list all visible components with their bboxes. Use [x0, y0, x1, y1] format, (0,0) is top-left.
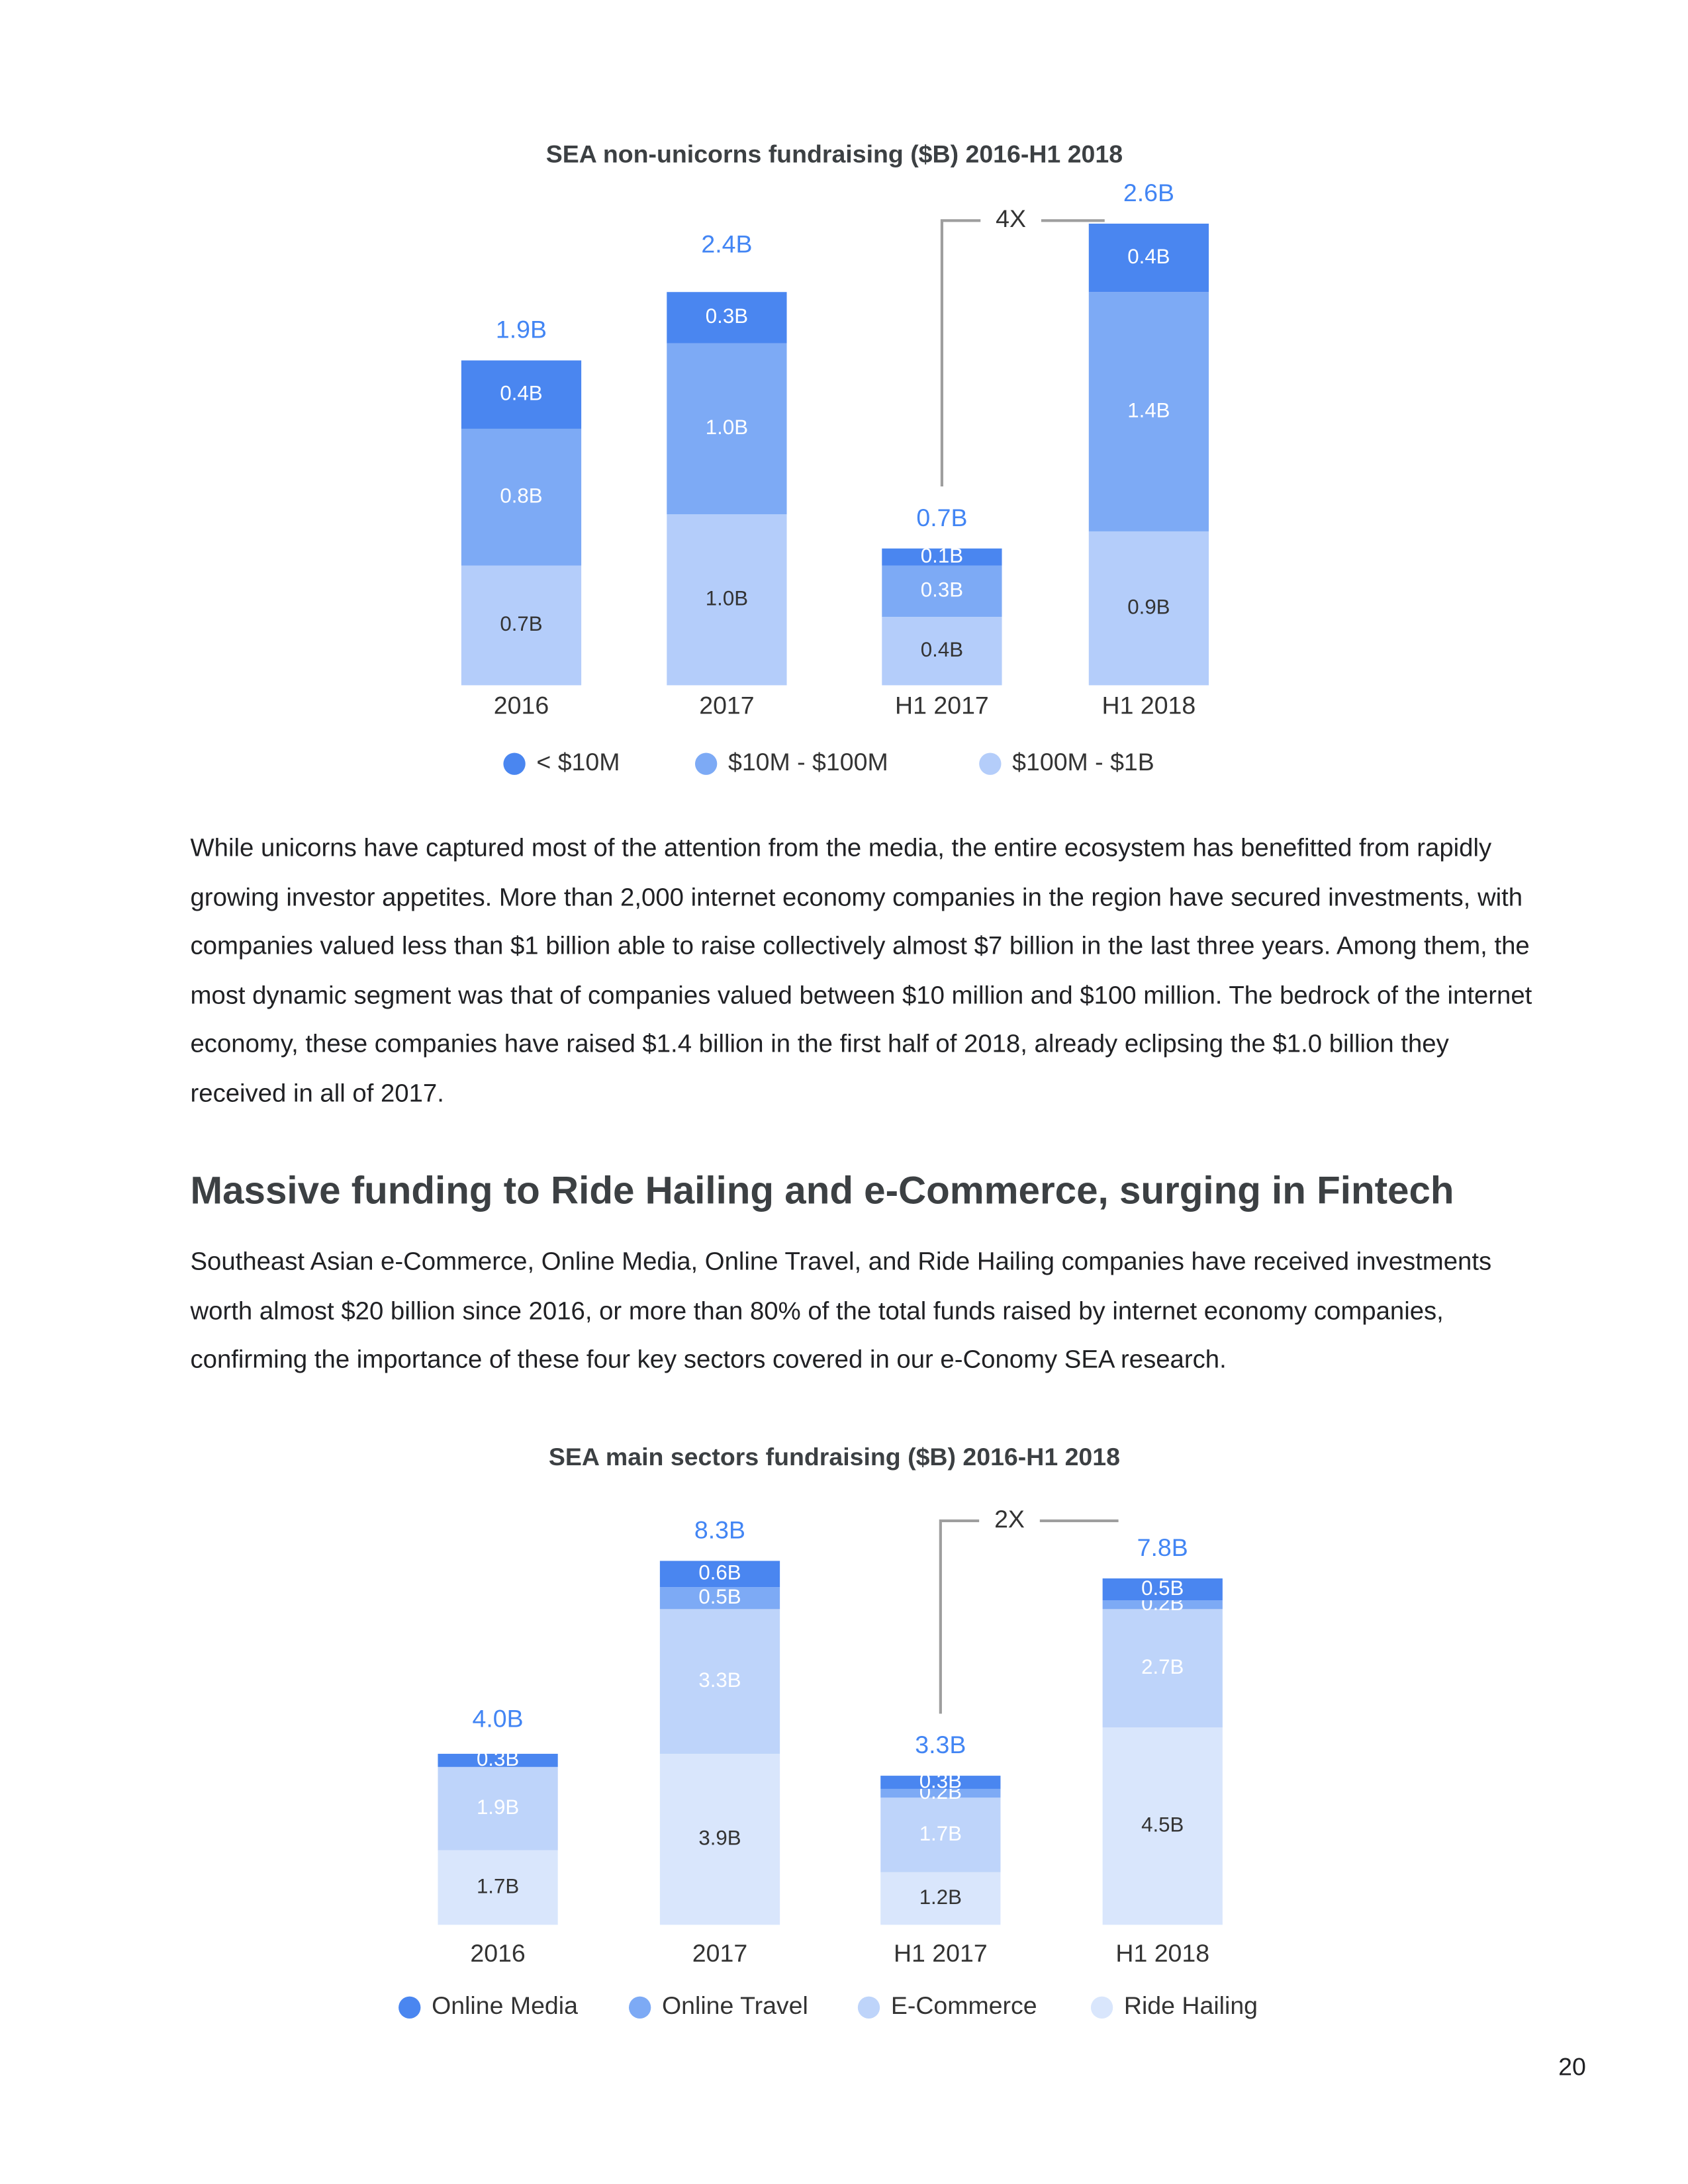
bar-segment — [438, 1766, 558, 1850]
paragraph: While unicorns have captured most of the… — [190, 833, 1532, 1107]
x-tick-label: 2017 — [699, 692, 754, 719]
value-label: 0.3B — [919, 1769, 962, 1792]
bar-segment — [659, 1753, 780, 1925]
legend-swatch — [979, 752, 1002, 775]
x-tick-label: 2016 — [470, 1939, 525, 1967]
bar-segment — [667, 343, 787, 515]
bar-segment — [1102, 1600, 1223, 1610]
legend-label: E-Commerce — [891, 1991, 1037, 2019]
bar-segment — [659, 1587, 780, 1610]
value-label: 2.7B — [1141, 1655, 1184, 1678]
x-tick-label: 2016 — [494, 692, 549, 719]
legend-label: $100M - $1B — [1012, 748, 1154, 776]
chart-title: SEA non-unicorns fundraising ($B) 2016-H… — [546, 140, 1123, 167]
bar-segment — [667, 514, 787, 686]
total-label: 4.0B — [473, 1704, 524, 1732]
x-tick-label: H1 2017 — [894, 1939, 988, 1967]
bar-segment — [1102, 1578, 1223, 1601]
value-label: 0.5B — [698, 1585, 741, 1608]
bar-segment — [659, 1609, 780, 1754]
annotation: 2X — [994, 1505, 1025, 1533]
legend-label: $10M - $100M — [728, 748, 888, 776]
value-label: 0.9B — [1127, 595, 1170, 618]
value-label: 1.7B — [919, 1822, 962, 1845]
total-label: 0.7B — [916, 504, 967, 531]
value-label: 1.0B — [706, 416, 748, 439]
value-label: 0.1B — [921, 544, 963, 567]
bar-segment — [461, 428, 582, 566]
value-label: 0.4B — [500, 381, 542, 404]
value-label: 0.4B — [921, 638, 963, 661]
bar-segment — [880, 1797, 1001, 1872]
x-tick-label: H1 2017 — [895, 692, 989, 719]
legend-swatch — [694, 752, 718, 775]
legend-swatch — [503, 752, 526, 775]
value-label: 1.7B — [477, 1874, 519, 1897]
annotation-bracket — [940, 219, 1105, 486]
x-tick-label: 2017 — [692, 1939, 747, 1967]
value-label: 1.0B — [706, 586, 748, 610]
total-label: 7.8B — [1137, 1533, 1188, 1561]
annotation: 4X — [996, 205, 1026, 232]
legend-swatch — [399, 1996, 421, 2019]
value-label: 0.6B — [698, 1561, 741, 1584]
total-label: 1.9B — [496, 316, 547, 343]
value-label: 0.4B — [1127, 245, 1170, 268]
value-label: 3.3B — [698, 1668, 741, 1692]
value-label: 0.3B — [477, 1747, 519, 1770]
value-label: 4.5B — [1141, 1813, 1184, 1837]
bar-segment — [1102, 1727, 1223, 1925]
paragraph: Southeast Asian e-Commerce, Online Media… — [190, 1246, 1492, 1373]
value-label: 1.2B — [919, 1886, 962, 1909]
bar-segment — [1088, 531, 1209, 686]
total-label: 8.3B — [694, 1516, 745, 1544]
bar-segment — [880, 1788, 1001, 1798]
legend-label: Ride Hailing — [1124, 1991, 1258, 2019]
bar-segment — [438, 1850, 558, 1925]
bar-segment — [461, 565, 582, 686]
value-label: 1.4B — [1127, 398, 1170, 422]
bar-segment — [667, 292, 787, 343]
bar-segment — [461, 360, 582, 429]
legend-swatch — [1090, 1996, 1113, 2019]
bar-segment — [1102, 1609, 1223, 1728]
legend-label: < $10M — [536, 748, 620, 776]
bar-segment — [882, 565, 1002, 617]
bar-segment — [880, 1872, 1001, 1925]
value-label: 0.7B — [500, 612, 542, 635]
bar-segment — [438, 1753, 558, 1767]
x-tick-label: H1 2018 — [1102, 692, 1196, 719]
value-label: 1.9B — [477, 1796, 519, 1819]
bar-segment — [882, 617, 1002, 686]
legend-swatch — [857, 1996, 880, 2019]
value-label: 0.3B — [706, 304, 748, 328]
value-label: 0.3B — [921, 578, 963, 602]
total-label: 2.4B — [701, 230, 752, 258]
legend-label: Online Media — [432, 1991, 578, 2019]
bar-segment — [1088, 292, 1209, 531]
page-number: 20 — [1558, 2053, 1586, 2081]
annotation-bracket — [939, 1519, 1119, 1714]
bar-segment — [659, 1561, 780, 1588]
value-label: 0.5B — [1141, 1576, 1184, 1600]
bar-segment — [880, 1776, 1001, 1789]
total-label: 3.3B — [915, 1731, 966, 1758]
value-label: 3.9B — [698, 1826, 741, 1849]
bar-segment — [882, 548, 1002, 566]
heading: Massive funding to Ride Hailing and e-Co… — [190, 1169, 1454, 1212]
x-tick-label: H1 2018 — [1115, 1939, 1209, 1967]
chart-title: SEA main sectors fundraising ($B) 2016-H… — [549, 1443, 1120, 1471]
value-label: 0.8B — [500, 484, 542, 507]
bar-segment — [1088, 223, 1209, 293]
legend-label: Online Travel — [662, 1991, 808, 2019]
legend-swatch — [628, 1996, 651, 2019]
total-label: 2.6B — [1123, 179, 1174, 206]
